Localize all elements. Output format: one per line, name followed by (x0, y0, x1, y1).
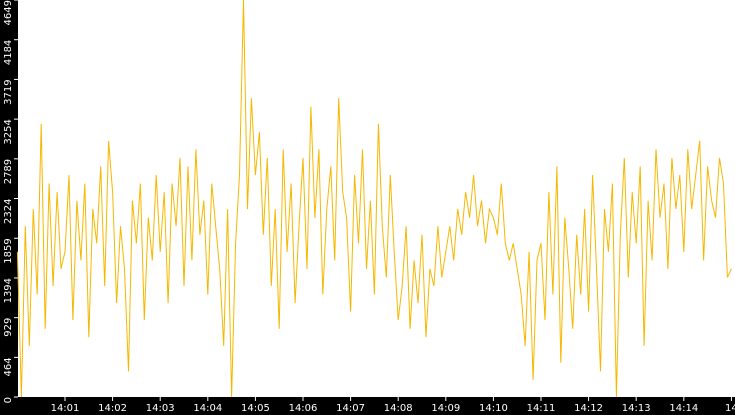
y-tick-label: 0 (3, 397, 14, 403)
y-tick-label: 3719 (3, 79, 14, 104)
x-tick-label: 14:04 (193, 403, 222, 414)
x-tick-label: 14:03 (146, 403, 175, 414)
x-tick-label: 14:14 (669, 403, 698, 414)
y-tick-label: 929 (3, 318, 14, 337)
y-tick-label: 464 (3, 357, 14, 376)
series-line (16, 0, 732, 398)
x-tick-label: 14:10 (479, 403, 508, 414)
y-tick-label: 1394 (3, 278, 14, 303)
x-tick-label: 14:02 (98, 403, 127, 414)
x-tick-label: 14:06 (289, 403, 318, 414)
x-tick-label: 14:08 (384, 403, 413, 414)
y-tick-label: 2324 (3, 199, 14, 224)
x-axis-band (0, 397, 735, 415)
x-tick-label: 14:09 (431, 403, 460, 414)
y-tick-label: 2789 (3, 159, 14, 184)
y-axis-band (0, 0, 18, 415)
y-tick-label: 1859 (3, 238, 14, 263)
x-tick-label: 14 (725, 403, 735, 414)
x-tick-label: 14:01 (51, 403, 80, 414)
y-tick-label: 4649 (3, 0, 14, 25)
x-tick-label: 14:12 (574, 403, 603, 414)
y-tick-label: 3254 (3, 119, 14, 144)
x-tick-label: 14:07 (336, 403, 365, 414)
x-tick-label: 14:05 (241, 403, 270, 414)
x-tick-label: 14:13 (622, 403, 651, 414)
x-tick-label: 14:11 (527, 403, 556, 414)
y-tick-label: 4184 (3, 40, 14, 65)
